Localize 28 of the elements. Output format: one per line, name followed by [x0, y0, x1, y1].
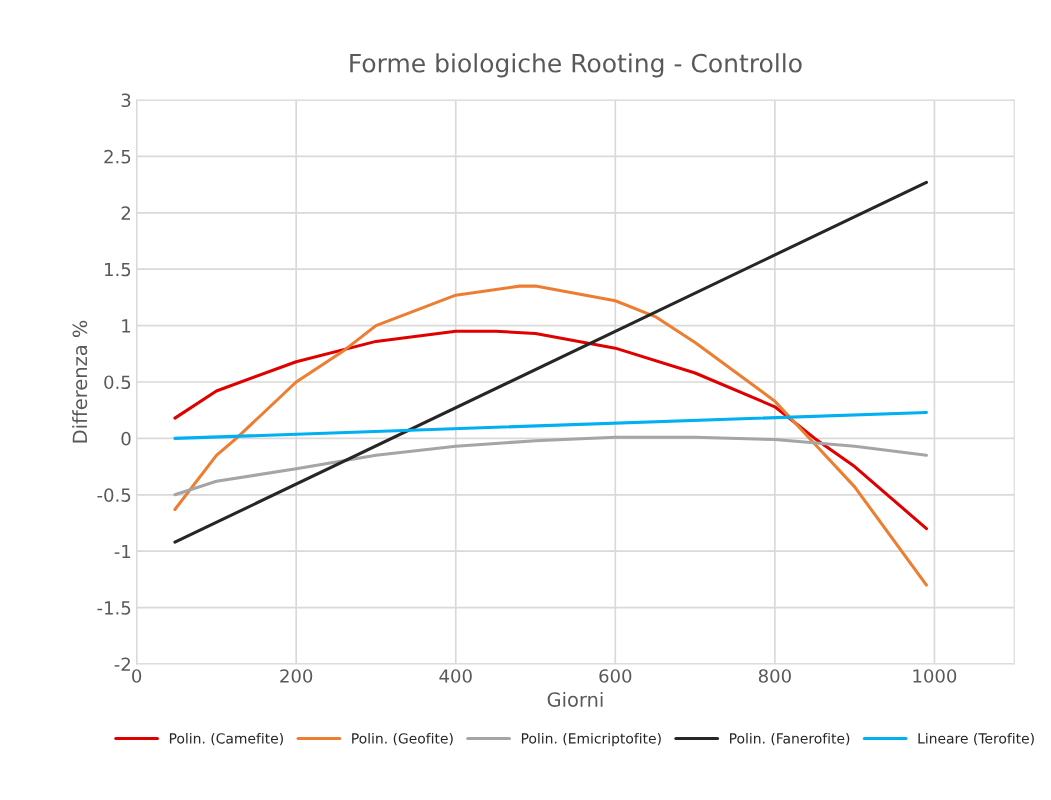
- chart-title: Forme biologiche Rooting - Controllo: [350, 53, 802, 78]
- x-tick-label: 800: [758, 669, 791, 683]
- legend-label: Polin. (Camefite): [169, 732, 283, 746]
- x-tick-label: 600: [599, 669, 632, 683]
- y-tick-label: 1.5: [105, 262, 131, 277]
- x-tick-label: 200: [280, 669, 313, 683]
- y-tick-label: -1.5: [97, 601, 131, 615]
- line-series: [173, 284, 928, 587]
- y-tick-label: -2: [114, 657, 130, 671]
- y-tick-label: -0.5: [97, 488, 131, 502]
- x-tick-label: 400: [439, 669, 472, 683]
- legend-label: Polin. (Fanerofite): [730, 732, 850, 746]
- legend-label: Polin. (Emicriptofite): [521, 732, 661, 747]
- line-series: [173, 329, 928, 531]
- y-tick-label: 2: [121, 206, 130, 220]
- legend-label: Polin. (Geofite): [352, 732, 453, 746]
- y-tick-label: 1: [122, 319, 131, 333]
- y-tick-label: 0.5: [104, 375, 131, 390]
- line-series: [173, 435, 928, 497]
- x-axis-title: Giorni: [547, 691, 603, 707]
- legend-label: Lineare (Terofite): [918, 732, 1034, 746]
- y-tick-label: 3: [121, 93, 131, 108]
- y-tick-label: 2.5: [104, 149, 131, 164]
- x-tick-label: 0: [132, 669, 142, 683]
- y-axis-title: Differenza %: [72, 320, 88, 443]
- y-tick-label: 0: [121, 431, 131, 446]
- y-tick-label: -1: [114, 544, 131, 559]
- x-tick-label: 1000: [913, 669, 957, 683]
